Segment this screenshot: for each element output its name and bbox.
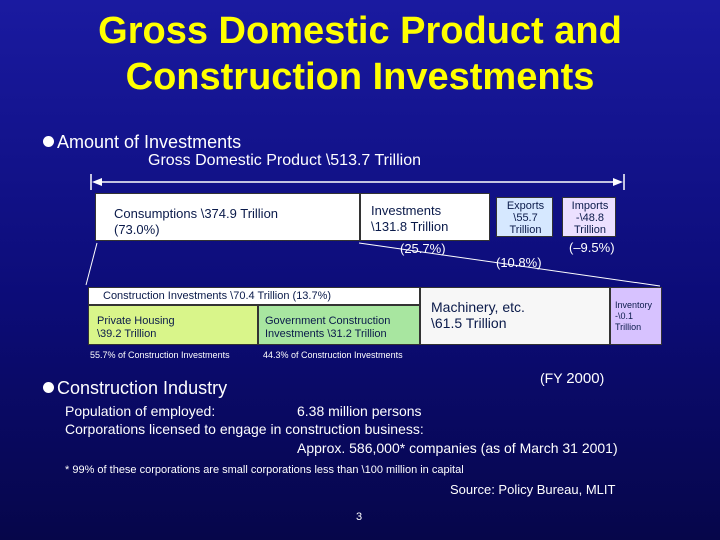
construction-investments-label: Construction Investments \70.4 Trillion …: [103, 290, 332, 302]
investments-amount: \131.8 Trillion: [371, 219, 449, 234]
imports-label: Imports: [571, 200, 609, 212]
government-construction-segment: Government Construction Investments \31.…: [258, 305, 420, 345]
footnote: * 99% of these corporations are small co…: [65, 464, 464, 476]
investments-segment: Investments \131.8 Trillion: [360, 193, 490, 241]
inventory-unit: Trillion: [615, 322, 642, 332]
investments-label: Investments: [371, 203, 442, 218]
section-amount-heading: Amount of Investments: [57, 132, 242, 152]
private-housing-share: 55.7% of Construction Investments: [90, 350, 230, 360]
imports-unit: Trillion: [574, 224, 606, 236]
consumptions-percent: (73.0%): [114, 222, 160, 237]
government-construction-amount: Investments \31.2 Trillion: [265, 328, 387, 340]
gdp-span-arrow-right: [613, 178, 623, 186]
inventory-label: Inventory: [615, 300, 653, 310]
fiscal-year: (FY 2000): [540, 370, 604, 387]
section-industry-heading: Construction Industry: [57, 378, 228, 398]
bullet-icon: [43, 136, 54, 147]
bullet-icon: [43, 382, 54, 393]
exports-segment: Exports \55.7 Trillion: [496, 197, 553, 237]
government-construction-share: 44.3% of Construction Investments: [263, 350, 403, 360]
imports-amount: -\48.8: [575, 212, 605, 224]
imports-segment: Imports -\48.8 Trillion: [562, 197, 616, 237]
gdp-label: Gross Domestic Product \513.7 Trillion: [148, 152, 421, 169]
consumptions-segment: Consumptions \374.9 Trillion (73.0%): [95, 193, 360, 241]
private-housing-segment: Private Housing \39.2 Trillion: [88, 305, 258, 345]
title-line-2: Construction Investments: [125, 56, 595, 98]
fiscal-year-prefix: (FY: [540, 370, 567, 386]
corporations-label: Corporations licensed to engage in const…: [65, 421, 424, 437]
page-number: 3: [356, 511, 363, 523]
exports-unit: Trillion: [509, 224, 542, 236]
machinery-amount: \61.5 Trillion: [431, 315, 507, 331]
exports-amount: \55.7: [513, 212, 538, 224]
private-housing-amount: \39.2 Trillion: [97, 328, 157, 340]
exports-percent: (10.8%): [496, 255, 542, 270]
inventory-segment: Inventory -\0.1 Trillion: [610, 287, 662, 345]
inventory-amount: -\0.1: [615, 311, 634, 321]
consumptions-label: Consumptions \374.9 Trillion: [114, 206, 279, 221]
machinery-label: Machinery, etc.: [431, 299, 525, 315]
fiscal-year-suffix: ): [599, 370, 605, 386]
source-note: Source: Policy Bureau, MLIT: [450, 482, 616, 497]
exports-label: Exports: [506, 200, 545, 212]
slide-title: Gross Domestic Product and Construction …: [0, 8, 720, 100]
gdp-span-arrow-left: [92, 178, 102, 186]
expand-line-right: [358, 242, 661, 287]
fiscal-year-value: 2000: [566, 370, 600, 387]
construction-investments-segment: Construction Investments \70.4 Trillion …: [88, 287, 420, 305]
imports-percent: (–9.5%): [569, 240, 615, 255]
expand-line-left: [85, 242, 98, 286]
employed-label: Population of employed:: [65, 403, 216, 419]
title-line-1: Gross Domestic Product and: [98, 10, 622, 52]
private-housing-label: Private Housing: [97, 315, 175, 327]
machinery-segment: Machinery, etc. \61.5 Trillion: [420, 287, 610, 345]
employed-value: 6.38 million persons: [297, 403, 422, 419]
government-construction-label: Government Construction: [265, 315, 391, 327]
corporations-value: Approx. 586,000* companies (as of March …: [297, 440, 618, 456]
investments-percent: (25.7%): [400, 241, 446, 256]
